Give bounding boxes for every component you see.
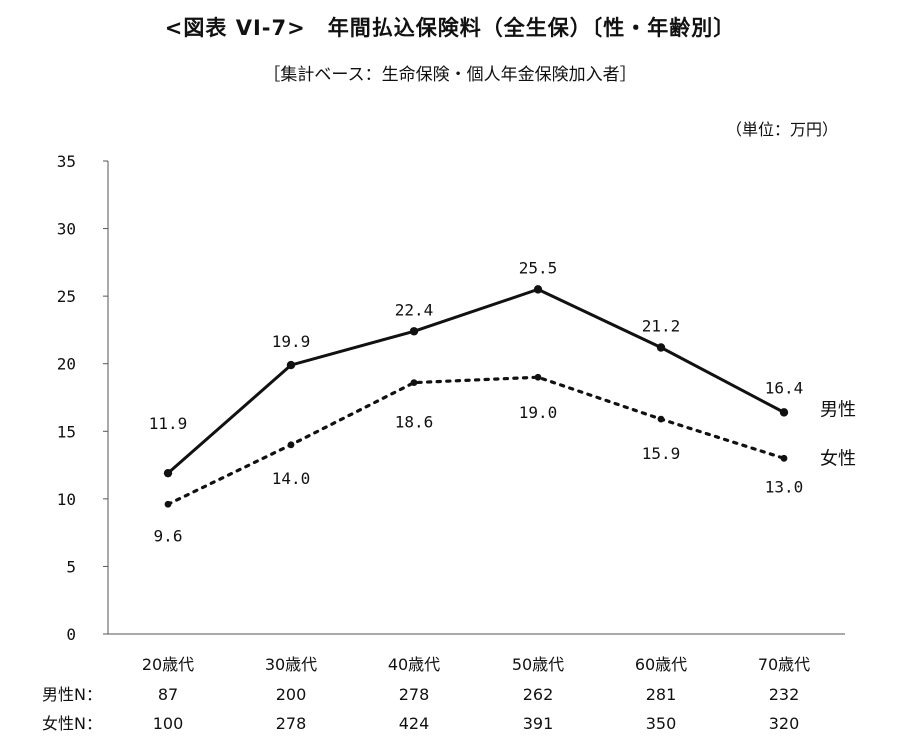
- male-data-point: [656, 343, 666, 352]
- x-category-label: 70歳代: [758, 655, 810, 674]
- female-data-label: 18.6: [395, 413, 434, 432]
- x-category-label: 50歳代: [512, 655, 564, 674]
- female-data-label: 13.0: [765, 477, 804, 496]
- sample-size-row-label: 女性N：: [42, 714, 102, 733]
- male-data-label: 25.5: [519, 258, 558, 277]
- female-data-point: [287, 441, 295, 449]
- chart-subtitle: ［集計ベース：生命保険・個人年金保険加入者］: [263, 65, 637, 85]
- sample-size-value: 320: [769, 714, 800, 733]
- male-data-point: [163, 468, 173, 478]
- female-data-label: 9.6: [154, 526, 183, 545]
- sample-size-value: 424: [399, 714, 430, 733]
- y-tick-label: 25: [57, 287, 76, 306]
- legend-label-male: 男性: [820, 399, 856, 420]
- x-category-label: 30歳代: [265, 655, 317, 674]
- sample-size-value: 262: [523, 685, 554, 704]
- male-data-point: [533, 285, 543, 294]
- unit-label: （単位：万円）: [725, 120, 838, 139]
- x-category-label: 60歳代: [635, 655, 687, 674]
- male-data-point: [286, 360, 296, 370]
- male-data-label: 16.4: [765, 378, 804, 397]
- legend-label-female: 女性: [820, 448, 856, 469]
- sample-size-value: 232: [769, 685, 800, 704]
- female-data-point: [410, 379, 418, 387]
- x-category-label: 20歳代: [142, 655, 194, 674]
- sample-size-value: 87: [158, 685, 178, 704]
- chart-title: <図表 VI-7> 年間払込保険料（全生保）〔性・年齢別〕: [164, 16, 736, 40]
- y-tick-label: 15: [57, 422, 76, 441]
- female-data-point: [657, 415, 665, 423]
- y-tick-label: 10: [57, 490, 76, 509]
- y-tick-label: 5: [66, 557, 76, 576]
- sample-size-row-label: 男性N：: [42, 685, 102, 704]
- male-series-line: [167, 287, 785, 475]
- sample-size-value: 200: [276, 685, 307, 704]
- male-data-label: 11.9: [149, 414, 188, 433]
- female-series-line: [166, 375, 786, 506]
- sample-size-value: 350: [646, 714, 677, 733]
- y-tick-label: 30: [57, 220, 76, 239]
- y-tick-label: 20: [57, 355, 76, 374]
- male-data-point: [409, 327, 419, 336]
- sample-size-value: 278: [276, 714, 307, 733]
- female-data-label: 15.9: [642, 444, 681, 463]
- x-category-label: 40歳代: [388, 655, 440, 674]
- sample-size-value: 278: [399, 685, 430, 704]
- sample-size-value: 391: [523, 714, 554, 733]
- y-tick-label: 35: [57, 152, 76, 171]
- female-data-label: 14.0: [272, 469, 311, 488]
- female-data-point: [164, 500, 172, 508]
- female-data-label: 19.0: [519, 403, 558, 422]
- female-data-point: [534, 373, 542, 381]
- male-data-point: [779, 408, 789, 417]
- female-data-point: [780, 454, 788, 462]
- male-data-label: 19.9: [272, 332, 311, 351]
- sample-size-value: 281: [646, 685, 677, 704]
- male-data-label: 22.4: [395, 300, 434, 319]
- male-data-label: 21.2: [642, 316, 681, 335]
- sample-size-value: 100: [153, 714, 184, 733]
- y-tick-label: 0: [66, 625, 76, 644]
